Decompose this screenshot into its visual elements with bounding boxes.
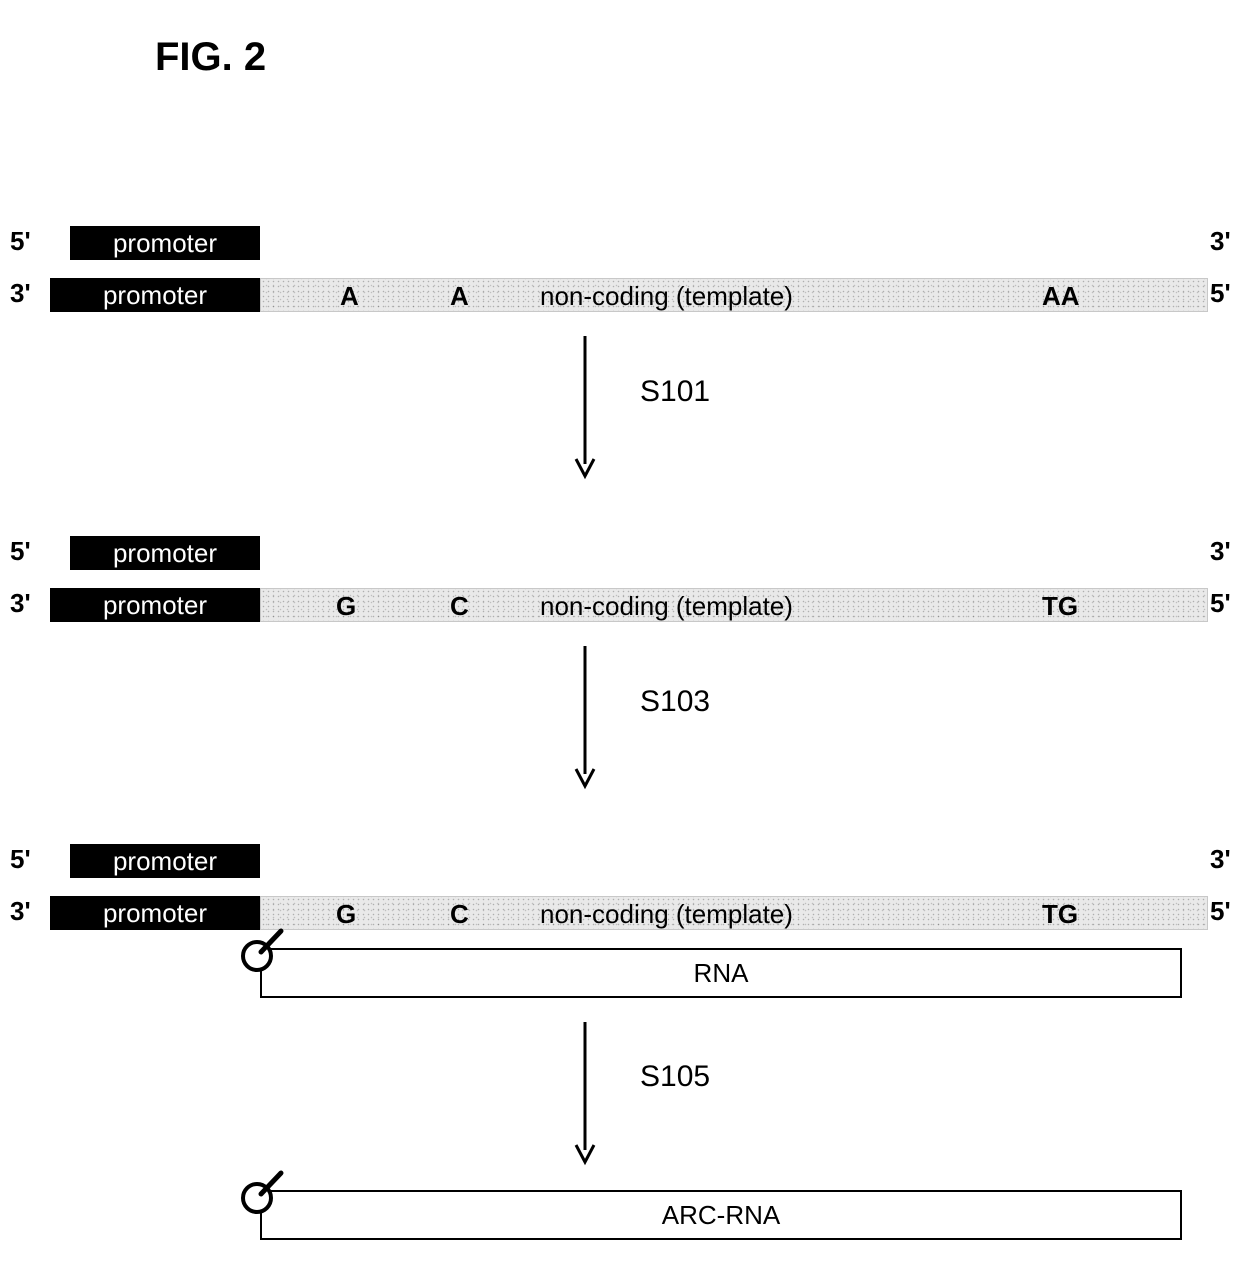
promoter-bot-s1: promoter [50, 278, 260, 312]
base-s3-2: TG [1042, 899, 1078, 930]
base-s3-0: G [336, 899, 356, 930]
base-s1-1: A [450, 281, 469, 312]
end-label-5p-s1-top: 5' [10, 226, 31, 257]
template-label-s2: non-coding (template) [540, 591, 793, 622]
template-label-s3: non-coding (template) [540, 899, 793, 930]
end-label-3p-s1-top: 3' [1210, 226, 1231, 257]
end-label-5p-s2-bot: 5' [1210, 588, 1231, 619]
promoter-top-s2: promoter [70, 536, 260, 570]
step-label-s103: S103 [640, 685, 710, 719]
end-label-5p-s3-bot: 5' [1210, 896, 1231, 927]
base-s2-2: TG [1042, 591, 1078, 622]
arc-rna-box: ARC-RNA [260, 1190, 1182, 1240]
end-label-5p-s1-bot: 5' [1210, 278, 1231, 309]
promoter-bot-s2: promoter [50, 588, 260, 622]
step-label-s101: S101 [640, 375, 710, 409]
arrow-s103 [565, 644, 605, 796]
promoter-bot-s3: promoter [50, 896, 260, 930]
arrow-s105 [565, 1020, 605, 1172]
end-label-5p-s3-top: 5' [10, 844, 31, 875]
base-s2-0: G [336, 591, 356, 622]
end-label-3p-s3-top: 3' [1210, 844, 1231, 875]
arrow-s101 [565, 334, 605, 486]
end-label-3p-s2-bot: 3' [10, 588, 31, 619]
base-s3-1: C [450, 899, 469, 930]
base-s2-1: C [450, 591, 469, 622]
end-label-3p-s3-bot: 3' [10, 896, 31, 927]
step-label-s105: S105 [640, 1060, 710, 1094]
end-label-5p-s2-top: 5' [10, 536, 31, 567]
end-label-3p-s1-bot: 3' [10, 278, 31, 309]
arc-rna-cap-icon [235, 1170, 285, 1220]
figure-title: FIG. 2 [155, 35, 266, 80]
rna-box: RNA [260, 948, 1182, 998]
promoter-top-s3: promoter [70, 844, 260, 878]
end-label-3p-s2-top: 3' [1210, 536, 1231, 567]
base-s1-0: A [340, 281, 359, 312]
base-s1-2: AA [1042, 281, 1080, 312]
rna-cap-icon [235, 928, 285, 978]
promoter-top-s1: promoter [70, 226, 260, 260]
template-label-s1: non-coding (template) [540, 281, 793, 312]
